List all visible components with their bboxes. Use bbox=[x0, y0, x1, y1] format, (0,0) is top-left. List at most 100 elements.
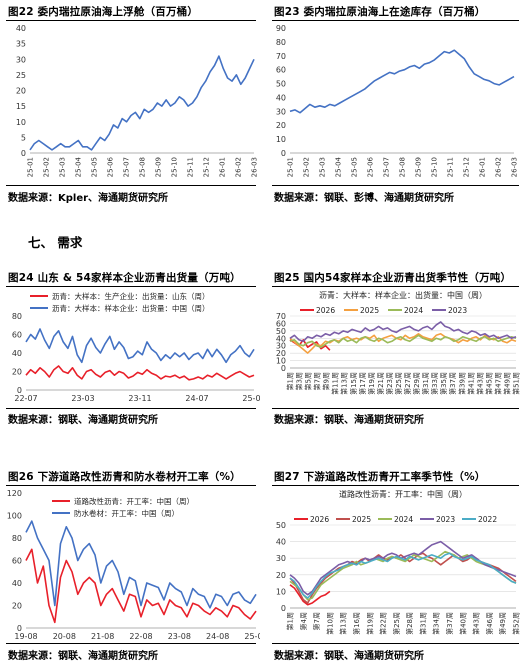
x-tick-label: 23-03 bbox=[71, 394, 94, 403]
x-tick-label: 25-08 bbox=[399, 157, 407, 177]
y-tick-label: 70 bbox=[276, 312, 286, 321]
data-source: 数据来源：钢联、海通期货研究所 bbox=[274, 415, 424, 426]
legend-label: 2025 bbox=[360, 306, 379, 315]
x-tick-label: 23-11 bbox=[128, 394, 151, 403]
x-tick-label: 第46周 bbox=[485, 612, 494, 635]
legend-label: 防水卷材：开工率：中国（周） bbox=[74, 508, 179, 518]
x-tick-label: 25-06 bbox=[367, 156, 375, 177]
y-tick-label: 20 bbox=[276, 571, 286, 580]
y-tick-label: 0 bbox=[281, 149, 286, 158]
x-tick-label: 26-03 bbox=[251, 157, 259, 177]
y-tick-label: 80 bbox=[12, 312, 22, 321]
y-tick-label: 40 bbox=[12, 579, 22, 588]
y-tick-label: 60 bbox=[12, 331, 22, 340]
x-tick-label: 25-03 bbox=[59, 157, 67, 177]
series-line bbox=[25, 328, 255, 364]
y-tick-label: 30 bbox=[276, 342, 286, 351]
title-rule bbox=[6, 20, 256, 21]
data-source: 数据来源：钢联、海通期货研究所 bbox=[8, 651, 158, 662]
legend-title: 道路改性沥青：开工率：中国（周） bbox=[339, 489, 467, 499]
section-heading: 七、 需求 bbox=[28, 235, 83, 250]
y-tick-label: 0 bbox=[281, 604, 286, 613]
x-tick-label: 26-02 bbox=[235, 157, 243, 177]
x-tick-label: 第25周 bbox=[392, 612, 401, 635]
chart-title: 图24 山东 & 54家样本企业沥青出货量（万吨） bbox=[8, 272, 241, 284]
series-line bbox=[29, 55, 255, 151]
x-tick-label: 19-08 bbox=[14, 632, 37, 641]
source-rule bbox=[6, 185, 256, 186]
chart-title: 图23 委内瑞拉原油海上在途库存（百万桶） bbox=[274, 6, 486, 18]
x-tick-label: 第34周 bbox=[432, 612, 441, 635]
x-tick-label: 第23周 bbox=[385, 372, 394, 395]
x-tick-label: 第33周 bbox=[430, 372, 439, 395]
x-tick-label: 25-05 bbox=[91, 157, 99, 177]
x-tick-label: 第31周 bbox=[418, 612, 427, 635]
chart-svg: 0 10 20 30 40 50 第1周 第4周 第7周 第10周 第13周 第16周 第19周 第22周… bbox=[276, 489, 520, 635]
y-tick-label: 0 bbox=[21, 149, 26, 158]
y-tick-label: 40 bbox=[16, 24, 26, 33]
y-tick-label: 10 bbox=[276, 357, 286, 366]
legend-label: 2026 bbox=[310, 515, 329, 524]
y-tick-label: 10 bbox=[276, 587, 286, 596]
series-line bbox=[289, 334, 517, 349]
x-tick-label: 25-12 bbox=[463, 157, 471, 177]
y-tick-label: 20 bbox=[276, 349, 286, 358]
y-tick-label: 80 bbox=[276, 38, 286, 47]
y-tick-label: 5 bbox=[21, 133, 26, 142]
title-rule bbox=[272, 485, 519, 486]
x-tick-label: 25-06 bbox=[107, 156, 115, 177]
x-tick-label: 第19周 bbox=[367, 372, 376, 395]
data-source: 数据来源：钢联、海通期货研究所 bbox=[8, 415, 158, 426]
x-tick-label: 第22周 bbox=[379, 612, 388, 635]
x-tick-label: 25-11 bbox=[447, 157, 455, 177]
y-tick-label: 0 bbox=[17, 624, 22, 633]
title-rule bbox=[6, 485, 256, 486]
legend-label: 2023 bbox=[448, 306, 467, 315]
x-tick-label: 第4周 bbox=[299, 612, 308, 630]
legend-title: 沥青：大样本：样本企业：出货量：中国（周） bbox=[319, 290, 487, 300]
x-tick-label: 第11周 bbox=[331, 372, 340, 395]
source-rule bbox=[6, 408, 256, 409]
x-tick-label: 25-12 bbox=[203, 157, 211, 177]
x-tick-label: 20-08 bbox=[53, 632, 76, 641]
x-tick-label: 25-02 bbox=[43, 157, 51, 177]
x-tick-label: 25-03 bbox=[242, 394, 260, 403]
y-tick-label: 25 bbox=[16, 71, 26, 80]
x-tick-label: 25-04 bbox=[75, 156, 83, 177]
x-tick-label: 22-08 bbox=[129, 632, 152, 641]
series-line bbox=[289, 49, 515, 114]
legend-label: 2023 bbox=[436, 515, 455, 524]
chart-title: 图25 国内54家样本企业沥青出货季节性（万吨） bbox=[274, 272, 512, 284]
y-tick-label: 15 bbox=[16, 102, 26, 111]
x-tick-label: 第51周 bbox=[512, 372, 521, 395]
chart-svg: 0 10 20 30 40 50 60 70 80 90 25-01 25-02 25-03 25-04 2… bbox=[276, 24, 519, 177]
series-line bbox=[289, 550, 517, 601]
x-tick-label: 第29周 bbox=[412, 372, 421, 395]
x-tick-label: 第45周 bbox=[484, 372, 493, 395]
y-tick-label: 30 bbox=[16, 55, 26, 64]
x-tick-label: 第10周 bbox=[325, 612, 334, 635]
y-tick-label: 20 bbox=[276, 121, 286, 130]
x-tick-label: 25-10 bbox=[171, 157, 179, 177]
x-tick-label: 第7周 bbox=[313, 372, 322, 390]
data-source: 数据来源：Kpler、海通期货研究所 bbox=[8, 193, 169, 204]
x-tick-label: 23-08 bbox=[168, 632, 191, 641]
chart-title: 图27 下游道路改性沥青开工率季节性（%） bbox=[274, 471, 486, 483]
x-tick-label: 25-03 bbox=[319, 157, 327, 177]
y-tick-label: 50 bbox=[276, 80, 286, 89]
x-tick-label: 第21周 bbox=[376, 372, 385, 395]
source-rule bbox=[272, 408, 519, 409]
x-tick-label: 21-08 bbox=[91, 632, 114, 641]
y-tick-label: 0 bbox=[17, 386, 22, 395]
x-tick-label: 第17周 bbox=[358, 372, 367, 395]
chart-svg: 0 5 10 15 20 25 30 35 40 25-01 25-02 25-03 25-04 25-0… bbox=[16, 24, 259, 177]
x-tick-label: 22-07 bbox=[14, 394, 37, 403]
series-line bbox=[289, 332, 517, 354]
y-tick-label: 30 bbox=[276, 554, 286, 563]
series-line bbox=[25, 520, 257, 609]
x-tick-label: 25-01 bbox=[27, 157, 35, 177]
series-line bbox=[25, 548, 257, 624]
series-line bbox=[289, 552, 517, 599]
series-line bbox=[289, 584, 331, 606]
x-tick-label: 第15周 bbox=[349, 372, 358, 395]
